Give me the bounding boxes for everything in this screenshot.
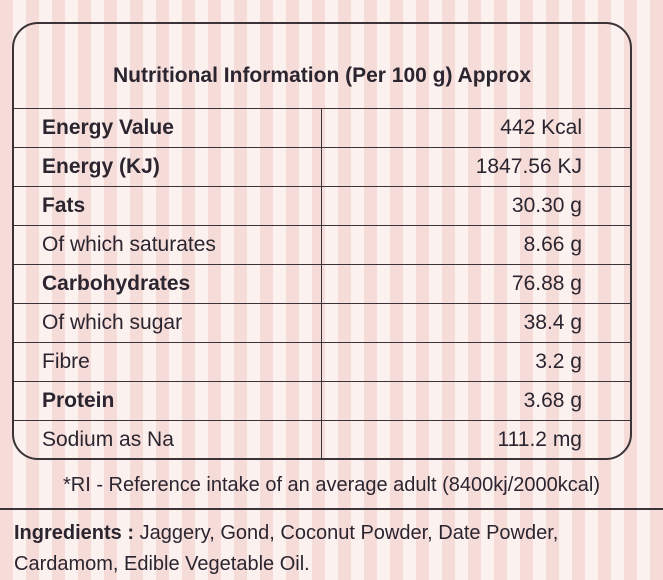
nutrient-value: 3.2 g <box>321 342 632 382</box>
nutrient-name: Sodium as Na <box>12 420 322 459</box>
nutrient-value: 38.4 g <box>321 303 632 343</box>
footnote: *RI - Reference intake of an average adu… <box>63 474 600 496</box>
nutrient-value: 1847.56 KJ <box>321 147 632 187</box>
divider <box>0 508 663 510</box>
ingredients: Ingredients : Jaggery, Gond, Coconut Pow… <box>14 518 634 580</box>
table-row: Protein 3.68 g <box>12 381 632 421</box>
table-row: Sodium as Na 111.2 mg <box>12 420 632 459</box>
nutrition-table: Energy Value 442 Kcal Energy (KJ) 1847.56 K… <box>12 108 632 459</box>
nutrient-name: Carbohydrates <box>12 264 322 304</box>
table-row: Energy Value 442 Kcal <box>12 108 632 148</box>
nutrient-value: 30.30 g <box>321 186 632 226</box>
nutrient-name: Fibre <box>12 342 322 382</box>
nutrition-box: Nutritional Information (Per 100 g) Appr… <box>12 22 632 460</box>
table-row: Fibre 3.2 g <box>12 342 632 382</box>
table-row: Of which sugar 38.4 g <box>12 303 632 343</box>
nutrient-name: Fats <box>12 186 322 226</box>
ingredients-text: Jaggery, Gond, Coconut Powder, Date Powd… <box>14 522 559 575</box>
nutrient-value: 8.66 g <box>321 225 632 265</box>
nutrient-value: 76.88 g <box>321 264 632 304</box>
table-row: Fats 30.30 g <box>12 186 632 226</box>
nutrient-value: 3.68 g <box>321 381 632 421</box>
table-row: Of which saturates 8.66 g <box>12 225 632 265</box>
title: Nutritional Information (Per 100 g) Appr… <box>112 64 532 87</box>
nutrient-name: Of which saturates <box>12 225 322 265</box>
nutrient-name: Energy (KJ) <box>12 147 322 187</box>
nutrient-name: Protein <box>12 381 322 421</box>
nutrient-value: 442 Kcal <box>321 108 632 148</box>
nutrient-name: Of which sugar <box>12 303 322 343</box>
nutrient-value: 111.2 mg <box>321 420 632 459</box>
table-row: Carbohydrates 76.88 g <box>12 264 632 304</box>
table-row: Energy (KJ) 1847.56 KJ <box>12 147 632 187</box>
ingredients-label: Ingredients : <box>14 522 135 544</box>
nutrient-name: Energy Value <box>12 108 322 148</box>
